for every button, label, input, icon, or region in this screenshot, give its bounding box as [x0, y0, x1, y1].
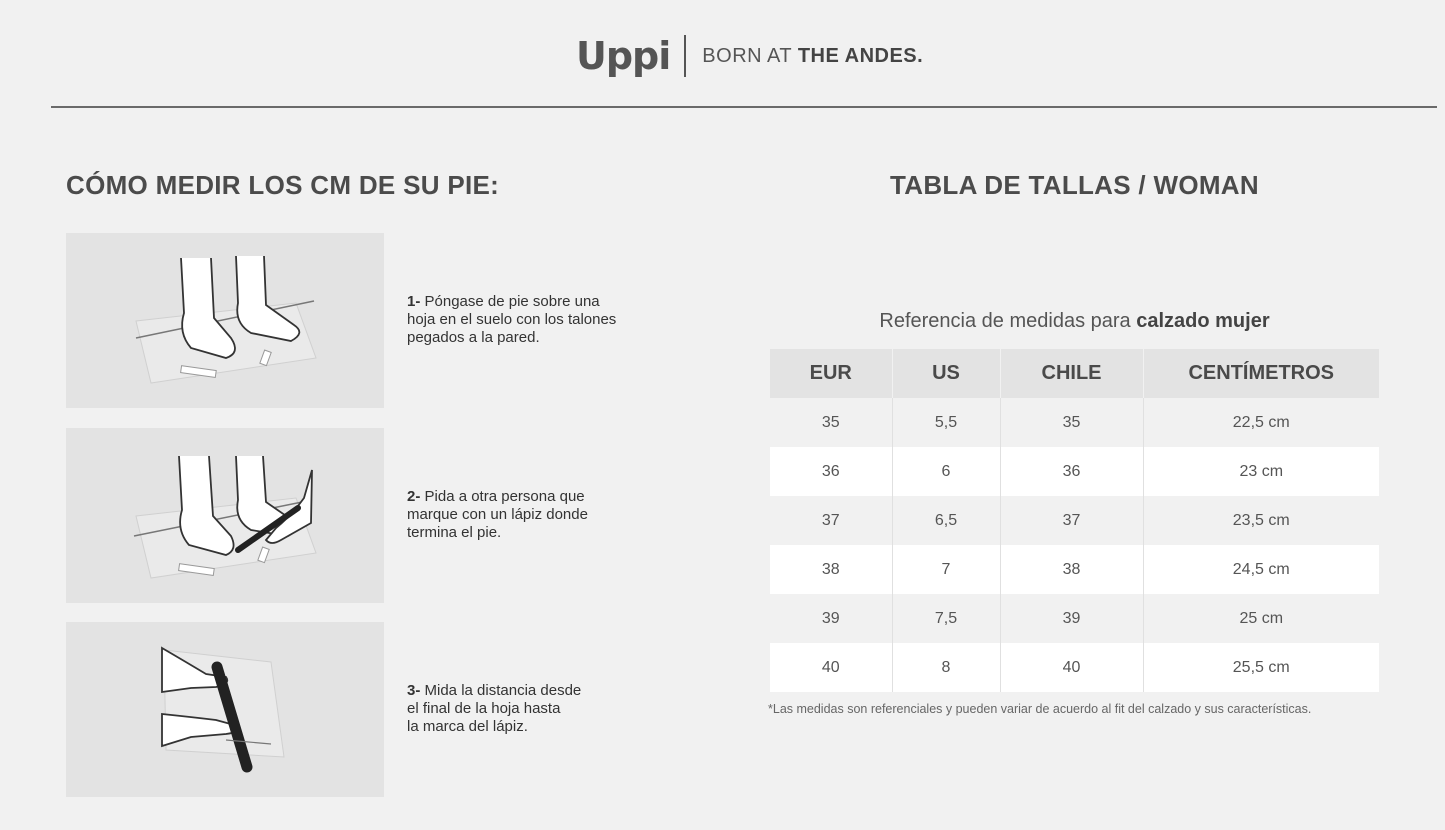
step-3-text: 3- Mida la distancia desde el final de l… — [407, 682, 667, 736]
tagline-light: BORN AT — [702, 44, 792, 67]
brand-tagline: BORN AT THE ANDES. — [702, 45, 923, 68]
step-1-illustration — [66, 233, 384, 408]
cell-us: 6 — [892, 447, 1001, 496]
size-table-title: TABLA DE TALLAS / WOMAN — [890, 170, 1259, 200]
cell-chile: 39 — [1000, 594, 1144, 643]
feet-on-paper-illustration — [135, 255, 317, 384]
cell-cm: 25,5 cm — [1143, 643, 1379, 692]
measure-guide-title: CÓMO MEDIR LOS CM DE SU PIE: — [66, 170, 500, 200]
cell-chile: 40 — [1000, 643, 1144, 692]
cell-cm: 23 cm — [1143, 447, 1379, 496]
step-3-line-2: el final de la hoja hasta — [407, 700, 561, 717]
step-1-line-2: hoja en el suelo con los talones — [407, 311, 617, 328]
cell-us: 8 — [892, 643, 1001, 692]
caption-bold: calzado mujer — [1136, 310, 1270, 332]
step-1-text: 1- Póngase de pie sobre una hoja en el s… — [407, 293, 667, 347]
cell-us: 7 — [892, 545, 1001, 594]
header-divider — [51, 106, 1437, 108]
cell-cm: 25 cm — [1143, 594, 1379, 643]
caption-light: Referencia de medidas para — [879, 310, 1131, 332]
cell-eur: 37 — [770, 496, 893, 545]
step-1-line-3: pegados a la pared. — [407, 329, 540, 346]
cell-cm: 23,5 cm — [1143, 496, 1379, 545]
cell-eur: 40 — [770, 643, 893, 692]
cell-us: 7,5 — [892, 594, 1001, 643]
pencil-mark-illustration — [133, 455, 317, 579]
step-3-line-1: Mida la distancia desde — [424, 682, 582, 699]
step-2-text: 2- Pida a otra persona que marque con un… — [407, 488, 667, 542]
step-3-line-3: la marca del lápiz. — [407, 718, 528, 735]
column-header-cm: CENTÍMETROS — [1143, 349, 1379, 398]
table-row: 39 7,5 39 25 cm — [770, 594, 1379, 643]
ruler-measure-illustration — [161, 646, 285, 773]
table-row: 36 6 36 23 cm — [770, 447, 1379, 496]
cell-cm: 24,5 cm — [1143, 545, 1379, 594]
table-row: 40 8 40 25,5 cm — [770, 643, 1379, 692]
cell-eur: 35 — [770, 398, 893, 447]
table-row: 38 7 38 24,5 cm — [770, 545, 1379, 594]
cell-chile: 38 — [1000, 545, 1144, 594]
cell-chile: 37 — [1000, 496, 1144, 545]
step-3-number: 3- — [407, 682, 421, 699]
brand-divider — [684, 35, 687, 77]
column-header-eur: EUR — [770, 349, 893, 398]
cell-eur: 38 — [770, 545, 893, 594]
size-table-caption: Referencia de medidas para calzado mujer — [770, 310, 1379, 333]
step-2-line-3: termina el pie. — [407, 524, 502, 541]
step-3-illustration — [66, 622, 384, 797]
step-2-line-1: Pida a otra persona que — [424, 488, 585, 505]
table-row: 35 5,5 35 22,5 cm — [770, 398, 1379, 447]
tagline-bold: THE ANDES. — [797, 44, 924, 67]
cell-eur: 39 — [770, 594, 893, 643]
cell-chile: 35 — [1000, 398, 1144, 447]
cell-chile: 36 — [1000, 447, 1144, 496]
cell-eur: 36 — [770, 447, 893, 496]
step-2-illustration — [66, 428, 384, 603]
column-header-chile: CHILE — [1000, 349, 1144, 398]
step-1-line-1: Póngase de pie sobre una — [424, 293, 600, 310]
size-table-header-row: EUR US CHILE CENTÍMETROS — [770, 349, 1379, 398]
size-table: EUR US CHILE CENTÍMETROS 35 5,5 35 22,5 … — [770, 349, 1379, 692]
cell-us: 5,5 — [892, 398, 1001, 447]
size-table-footnote: *Las medidas son referenciales y pueden … — [768, 702, 1312, 716]
brand-header: Uppi BORN AT THE ANDES. — [576, 34, 923, 78]
step-1-number: 1- — [407, 293, 421, 310]
step-2-number: 2- — [407, 488, 421, 505]
cell-us: 6,5 — [892, 496, 1001, 545]
brand-logo: Uppi — [576, 34, 671, 78]
cell-cm: 22,5 cm — [1143, 398, 1379, 447]
step-2-line-2: marque con un lápiz donde — [407, 506, 588, 523]
column-header-us: US — [892, 349, 1001, 398]
table-row: 37 6,5 37 23,5 cm — [770, 496, 1379, 545]
